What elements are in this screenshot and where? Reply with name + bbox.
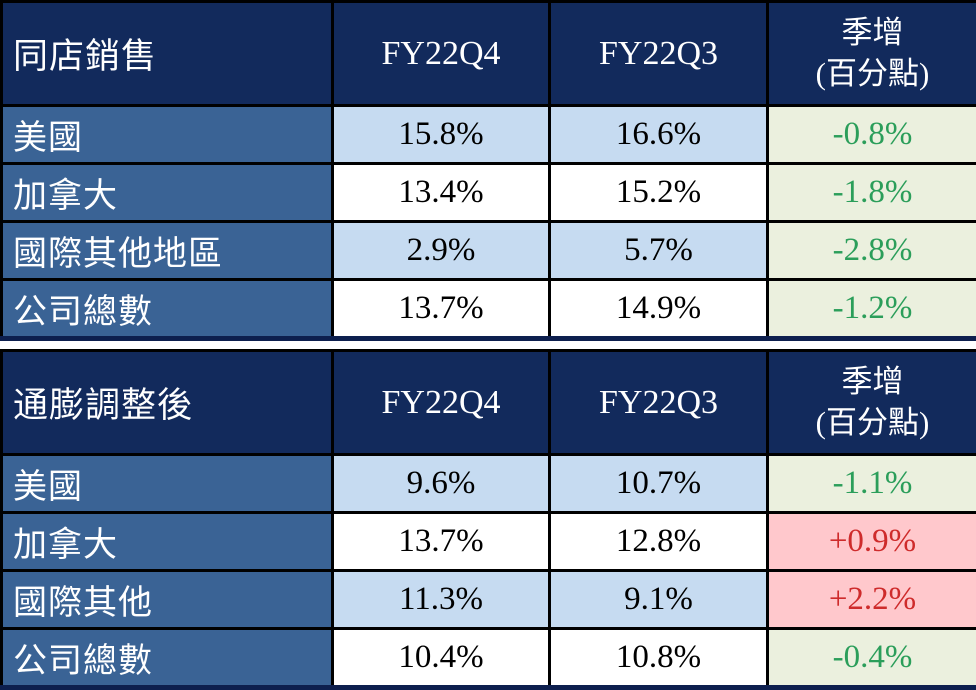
table-row: 美國 15.8% 16.6% -0.8%	[2, 106, 976, 164]
table-row: 加拿大 13.7% 12.8% +0.9%	[2, 513, 976, 571]
value-fy22q4: 13.4%	[333, 164, 550, 222]
qoq-change-unit: (百分點)	[770, 403, 975, 443]
table-row: 美國 9.6% 10.7% -1.1%	[2, 455, 976, 513]
table-row: 加拿大 13.4% 15.2% -1.8%	[2, 164, 976, 222]
value-qoq-change: +2.2%	[768, 571, 976, 629]
table-row: 國際其他地區 2.9% 5.7% -2.8%	[2, 222, 976, 280]
value-fy22q3: 16.6%	[550, 106, 768, 164]
value-qoq-change: +0.9%	[768, 513, 976, 571]
value-qoq-change: -1.8%	[768, 164, 976, 222]
row-label: 加拿大	[2, 164, 333, 222]
table-same-store-sales: 同店銷售 FY22Q4 FY22Q3 季增 (百分點) 美國 15.8% 16.…	[0, 0, 976, 341]
table-row: 公司總數 13.7% 14.9% -1.2%	[2, 280, 976, 339]
table-title: 同店銷售	[2, 2, 333, 106]
row-label: 加拿大	[2, 513, 333, 571]
value-fy22q4: 2.9%	[333, 222, 550, 280]
qoq-change-label: 季增	[770, 362, 975, 402]
value-fy22q4: 11.3%	[333, 571, 550, 629]
table-separator	[0, 341, 976, 349]
row-label: 美國	[2, 106, 333, 164]
col-header-fy22q4: FY22Q4	[333, 351, 550, 455]
table-header-row: 通膨調整後 FY22Q4 FY22Q3 季增 (百分點)	[2, 351, 976, 455]
table-title: 通膨調整後	[2, 351, 333, 455]
value-fy22q3: 10.8%	[550, 629, 768, 688]
table-header-row: 同店銷售 FY22Q4 FY22Q3 季增 (百分點)	[2, 2, 976, 106]
value-qoq-change: -1.1%	[768, 455, 976, 513]
value-fy22q3: 15.2%	[550, 164, 768, 222]
value-qoq-change: -1.2%	[768, 280, 976, 339]
value-fy22q4: 9.6%	[333, 455, 550, 513]
col-header-qoq-change: 季增 (百分點)	[768, 351, 976, 455]
col-header-qoq-change: 季增 (百分點)	[768, 2, 976, 106]
col-header-fy22q4: FY22Q4	[333, 2, 550, 106]
value-fy22q3: 14.9%	[550, 280, 768, 339]
qoq-change-unit: (百分點)	[770, 54, 975, 94]
row-label: 公司總數	[2, 629, 333, 688]
row-label: 美國	[2, 455, 333, 513]
row-label: 公司總數	[2, 280, 333, 339]
value-qoq-change: -0.8%	[768, 106, 976, 164]
col-header-fy22q3: FY22Q3	[550, 351, 768, 455]
value-fy22q4: 15.8%	[333, 106, 550, 164]
row-label: 國際其他地區	[2, 222, 333, 280]
value-fy22q3: 12.8%	[550, 513, 768, 571]
table-inflation-adjusted: 通膨調整後 FY22Q4 FY22Q3 季增 (百分點) 美國 9.6% 10.…	[0, 349, 976, 690]
value-qoq-change: -2.8%	[768, 222, 976, 280]
value-fy22q4: 13.7%	[333, 280, 550, 339]
row-label: 國際其他	[2, 571, 333, 629]
value-fy22q3: 10.7%	[550, 455, 768, 513]
value-qoq-change: -0.4%	[768, 629, 976, 688]
qoq-change-label: 季增	[770, 13, 975, 53]
value-fy22q4: 10.4%	[333, 629, 550, 688]
col-header-fy22q3: FY22Q3	[550, 2, 768, 106]
value-fy22q3: 9.1%	[550, 571, 768, 629]
value-fy22q3: 5.7%	[550, 222, 768, 280]
table-row: 國際其他 11.3% 9.1% +2.2%	[2, 571, 976, 629]
table-row: 公司總數 10.4% 10.8% -0.4%	[2, 629, 976, 688]
value-fy22q4: 13.7%	[333, 513, 550, 571]
